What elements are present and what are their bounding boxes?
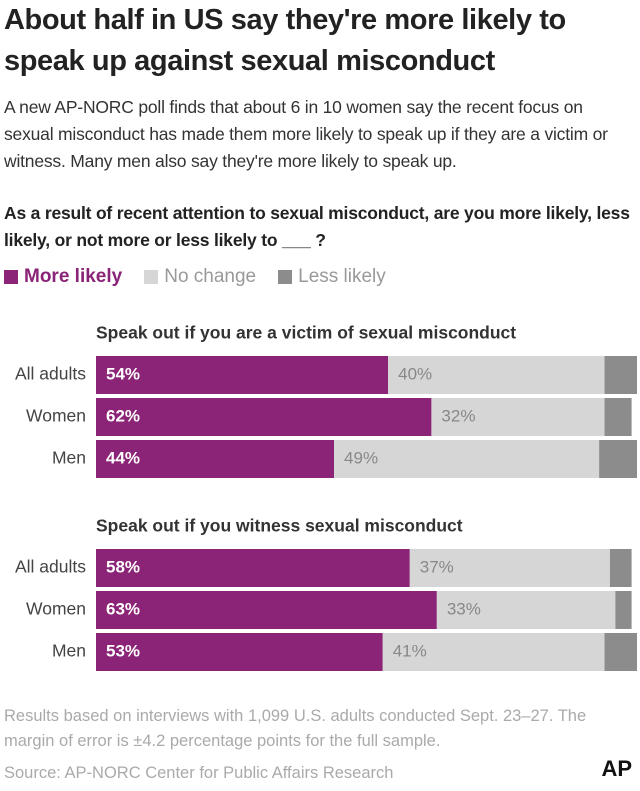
bar-segment: [96, 591, 437, 629]
bar-segment: [609, 549, 632, 587]
value-label: 49%: [344, 448, 378, 467]
bar-segment: [431, 398, 605, 436]
value-label: 62%: [106, 406, 140, 425]
value-label: 32%: [441, 406, 475, 425]
source: Source: AP-NORC Center for Public Affair…: [4, 764, 394, 782]
bar-segment: [96, 633, 383, 671]
legend-item: Less likely: [278, 266, 386, 288]
legend-item: No change: [144, 266, 256, 288]
category-label: All adults: [15, 364, 86, 384]
value-label: 41%: [393, 641, 427, 660]
legend-label: No change: [164, 266, 257, 287]
bar-segment: [334, 440, 600, 478]
value-label: 58%: [106, 557, 140, 576]
legend-swatch: [144, 270, 159, 284]
bar-segment: [436, 591, 616, 629]
bar-segment: [96, 440, 335, 478]
bar-segment: [604, 633, 637, 671]
panel-title: Speak out if you are a victim of sexual …: [96, 323, 516, 343]
legend-label: Less likely: [298, 266, 386, 287]
footnote: Results based on interviews with 1,099 U…: [4, 707, 587, 750]
value-label: 44%: [106, 448, 140, 467]
category-label: Women: [26, 599, 86, 619]
value-label: 37%: [420, 557, 454, 576]
bar-segment: [388, 356, 605, 394]
bar-segment: [615, 591, 632, 629]
value-label: 40%: [398, 364, 432, 383]
logo: AP: [601, 756, 632, 781]
subtitle: A new AP-NORC poll finds that about 6 in…: [4, 97, 608, 171]
value-label: 63%: [106, 599, 140, 618]
legend-label: More likely: [24, 266, 123, 287]
category-label: Men: [52, 448, 86, 468]
bar-segment: [604, 398, 632, 436]
legend-item: More likely: [4, 266, 122, 288]
panel-title: Speak out if you witness sexual miscondu…: [96, 516, 463, 536]
value-label: 33%: [447, 599, 481, 618]
bar-segment: [96, 549, 410, 587]
bar-segment: [382, 633, 605, 671]
legend: More likely No change Less likely: [4, 266, 636, 288]
bar-segment: [409, 549, 610, 587]
category-label: Men: [52, 641, 86, 661]
bar-segment: [96, 356, 389, 394]
value-label: 54%: [106, 364, 140, 383]
legend-swatch: [4, 270, 18, 284]
bar-segment: [96, 398, 432, 436]
bar-segment: [604, 356, 637, 394]
category-label: Women: [26, 406, 86, 426]
category-label: All adults: [15, 557, 86, 577]
legend-swatch: [278, 270, 293, 284]
value-label: 53%: [106, 641, 140, 660]
question: As a result of recent attention to sexua…: [4, 203, 630, 250]
bar-segment: [599, 440, 637, 478]
title: About half in US say they're more likely…: [4, 4, 566, 77]
